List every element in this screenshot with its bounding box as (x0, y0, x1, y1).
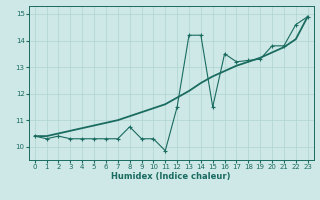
X-axis label: Humidex (Indice chaleur): Humidex (Indice chaleur) (111, 172, 231, 181)
